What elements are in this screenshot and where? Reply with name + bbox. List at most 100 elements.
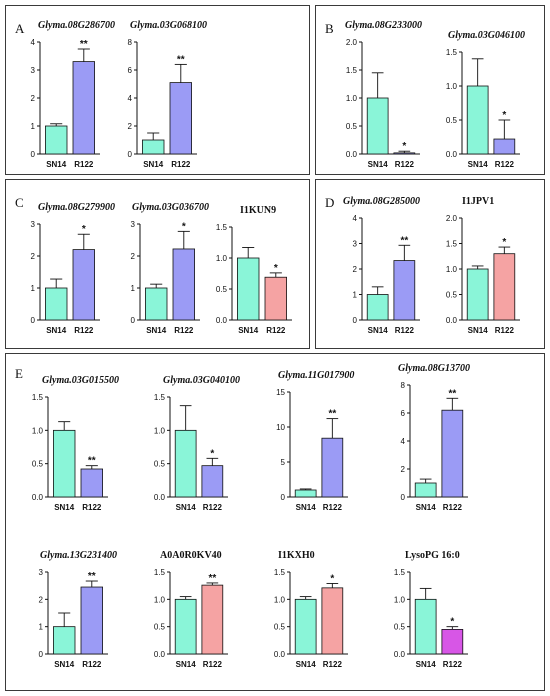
- y-tick-label: 1.5: [346, 66, 358, 75]
- significance-label: *: [330, 573, 334, 584]
- bar-chart: Glyma.08G285000 0 1 2 3 4 SN14 ** R122: [343, 196, 420, 335]
- y-tick-label: 0.0: [32, 493, 44, 502]
- significance-label: **: [80, 39, 88, 50]
- bar: [45, 125, 68, 155]
- y-tick-label: 0: [401, 493, 406, 502]
- x-tick-label: R122: [171, 160, 191, 169]
- bar-chart: I1KUN9 0.0 0.5 1.0 1.5 SN14 * R122: [216, 205, 292, 335]
- bar: [169, 82, 193, 155]
- y-tick-label: 2: [39, 595, 44, 604]
- chart-title: Glyma.08G286700: [38, 20, 115, 31]
- y-tick-label: 3: [31, 66, 36, 75]
- y-tick-label: 3: [131, 220, 136, 229]
- x-tick-label: SN14: [46, 326, 67, 335]
- y-tick-label: 3: [353, 240, 358, 249]
- y-tick-label: 4: [128, 94, 133, 103]
- chart-title: LysoPG 16:0: [405, 550, 460, 561]
- bar: [294, 598, 317, 655]
- bar: [201, 584, 224, 655]
- y-tick-label: 1.0: [446, 265, 458, 274]
- significance-label: *: [450, 617, 454, 628]
- x-tick-label: R122: [174, 326, 194, 335]
- panel-b: B: [315, 5, 545, 175]
- x-tick-label: SN14: [143, 160, 164, 169]
- bar: [264, 276, 288, 321]
- y-tick-label: 2: [401, 465, 406, 474]
- y-tick-label: 2: [131, 252, 136, 261]
- chart-title: Glyma.08G233000: [345, 20, 422, 31]
- y-tick-label: 1.0: [394, 595, 406, 604]
- x-tick-label: R122: [395, 160, 415, 169]
- y-tick-label: 0.5: [394, 623, 406, 632]
- bar: [321, 587, 344, 655]
- bar: [236, 257, 260, 321]
- x-tick-label: R122: [443, 660, 463, 669]
- x-tick-label: SN14: [468, 326, 489, 335]
- y-tick-label: 1.0: [154, 595, 166, 604]
- x-tick-label: R122: [82, 660, 102, 669]
- y-tick-label: 1: [131, 284, 136, 293]
- bar: [441, 409, 464, 498]
- y-tick-label: 1.0: [154, 426, 166, 435]
- y-tick-label: 1.5: [154, 393, 166, 402]
- x-tick-label: SN14: [468, 160, 489, 169]
- y-tick-label: 0: [31, 150, 36, 159]
- chart-title: Glyma.03G046100: [448, 30, 525, 41]
- y-tick-label: 0.5: [154, 460, 166, 469]
- significance-label: *: [402, 141, 406, 152]
- x-tick-label: SN14: [238, 326, 259, 335]
- bar-chart: Glyma.03G015500 0.0 0.5 1.0 1.5 SN14 ** R122: [32, 375, 119, 512]
- chart-title: Glyma.03G015500: [42, 375, 119, 386]
- y-tick-label: 0: [281, 493, 286, 502]
- panel-letter: A: [15, 21, 25, 36]
- y-tick-label: 0: [353, 316, 358, 325]
- chart-title: I1JPV1: [462, 196, 494, 207]
- bar: [466, 85, 489, 155]
- bar: [493, 138, 516, 155]
- x-tick-label: R122: [323, 660, 343, 669]
- y-tick-label: 2: [31, 94, 36, 103]
- panel-e: E: [5, 353, 545, 691]
- x-tick-label: R122: [82, 503, 102, 512]
- significance-label: *: [210, 448, 214, 459]
- bar-chart: Glyma.03G036700 0 1 2 3 SN14 * R122: [131, 202, 209, 335]
- y-tick-label: 1.0: [346, 94, 358, 103]
- y-tick-label: 3: [39, 568, 44, 577]
- y-tick-label: 1: [353, 291, 358, 300]
- chart-title: Glyma.13G231400: [40, 550, 117, 561]
- x-tick-label: SN14: [54, 503, 75, 512]
- x-tick-label: R122: [443, 503, 463, 512]
- significance-label: *: [274, 263, 278, 274]
- y-tick-label: 0.5: [274, 623, 286, 632]
- bar-chart: Glyma.08G13700 0 2 4 6 8 SN14 ** R122: [398, 363, 470, 512]
- x-tick-label: R122: [74, 326, 94, 335]
- x-tick-label: SN14: [176, 503, 197, 512]
- bar-chart: Glyma.03G068100 0 2 4 6 8 SN14 ** R122: [128, 20, 207, 169]
- y-tick-label: 1: [39, 623, 44, 632]
- x-tick-label: R122: [395, 326, 415, 335]
- y-tick-label: 0: [131, 316, 136, 325]
- bar: [172, 248, 196, 321]
- bar: [441, 629, 464, 655]
- panel-letter: B: [325, 21, 334, 36]
- chart-title: Glyma.03G068100: [130, 20, 207, 31]
- significance-label: **: [177, 54, 185, 65]
- x-tick-label: SN14: [416, 660, 437, 669]
- y-tick-label: 0.5: [446, 291, 458, 300]
- x-tick-label: R122: [203, 503, 223, 512]
- y-tick-label: 1.5: [154, 568, 166, 577]
- bar-chart: Glyma.08G286700 0 1 2 3 4 SN14 ** R122: [31, 20, 115, 169]
- bar-chart: LysoPG 16:0 0.0 0.5 1.0 1.5 SN14 * R122: [394, 550, 468, 669]
- x-tick-label: SN14: [54, 660, 75, 669]
- significance-label: **: [88, 456, 96, 467]
- y-tick-label: 2: [353, 265, 358, 274]
- y-tick-label: 0.0: [446, 150, 458, 159]
- chart-title: Glyma.08G279900: [38, 202, 115, 213]
- y-tick-label: 0.5: [346, 122, 358, 131]
- significance-label: *: [502, 110, 506, 121]
- x-tick-label: SN14: [416, 503, 437, 512]
- y-tick-label: 1.0: [216, 254, 228, 263]
- y-tick-label: 4: [353, 214, 358, 223]
- y-tick-label: 0: [128, 150, 133, 159]
